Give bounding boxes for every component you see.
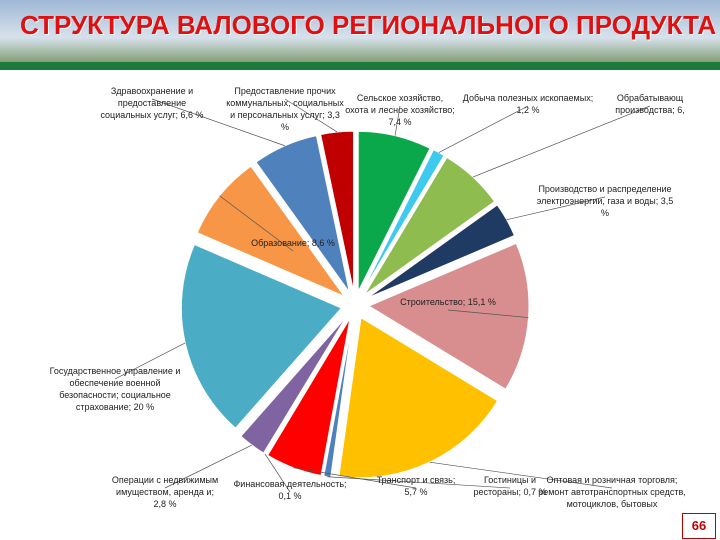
header-bar [0, 62, 720, 70]
pie-slice [364, 156, 496, 296]
leader-line [447, 309, 529, 318]
slice-label: Государственное управление и обеспечение… [49, 366, 181, 412]
slice-label: Операции с недвижимым имуществом, аренда… [111, 475, 219, 509]
leader-line [472, 105, 651, 178]
slice-label: Оптовая и розничная торговля; ремонт авт… [538, 475, 686, 509]
slide-title: СТРУКТУРА ВАЛОВОГО РЕГИОНАЛЬНОГО ПРОДУКТ… [20, 10, 717, 40]
leader-line [506, 196, 606, 221]
slice-label: Гостиницы и рестораны; 0,7 % [473, 475, 547, 497]
leader-line [151, 98, 286, 147]
page-number: 66 [682, 513, 716, 539]
slice-label: Производство и распределение электроэнер… [536, 184, 674, 218]
pie-slice [357, 130, 431, 292]
leader-line [293, 467, 417, 489]
leader-line [429, 461, 613, 489]
leader-line [438, 105, 529, 153]
slice-label: Добыча полезных ископаемых; 1,2 % [462, 93, 594, 115]
pie-slice [267, 317, 351, 477]
slice-label: Обрабатывающ производства; 6, [615, 93, 685, 115]
slice-label: Сельское хозяйство, охота и лесное хозяй… [345, 93, 455, 127]
pie-slice [366, 204, 516, 299]
pie-slice [338, 316, 499, 479]
header-image [0, 0, 720, 68]
pie-slice [255, 135, 350, 293]
leader-line [284, 98, 338, 133]
slice-label: Предоставление прочих коммунальных, соци… [226, 86, 344, 132]
slice-label: Здравоохранение и предоставление социаль… [100, 86, 204, 120]
slice-label: Образование; 8,6 % [251, 238, 335, 248]
slice-label: Строительство; 15,1 % [400, 297, 496, 307]
leader-line [394, 105, 401, 136]
leader-line [114, 342, 186, 380]
leader-line [164, 444, 252, 489]
leader-line [219, 195, 294, 252]
slice-label: Финансовая деятельность; 0,1 % [233, 479, 347, 501]
slice-label: Транспорт и связь; 5,7 % [376, 475, 456, 497]
leader-line [264, 453, 291, 493]
